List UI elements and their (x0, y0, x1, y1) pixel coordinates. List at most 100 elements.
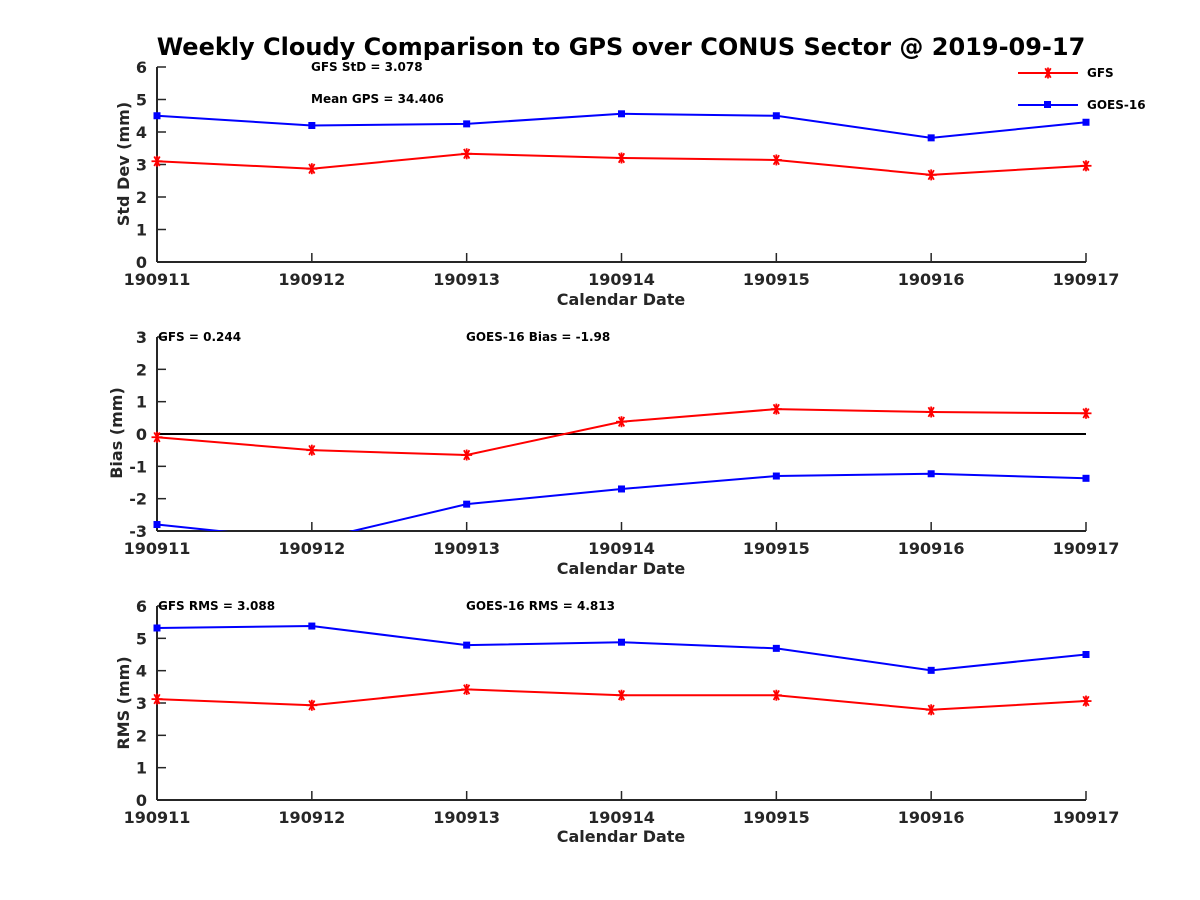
rms-x-tick-label: 190912 (278, 808, 345, 827)
rms-x-tick-label: 190916 (898, 808, 965, 827)
rms-y-tick-label: 0 (136, 791, 147, 810)
bias-x-tick-label: 190917 (1053, 539, 1120, 558)
stddev-gfs-point (151, 155, 163, 167)
stddev-x-tick-label: 190912 (278, 270, 345, 289)
stddev-x-tick-label: 190914 (588, 270, 655, 289)
rms-gfs-point (461, 683, 473, 695)
rms-panel: 0 1 2 3 4 5 6 190911 190912 190913 190914 190915 190… (114, 597, 1119, 846)
goes-rms-annotation: GOES-16 RMS = 4.813 (466, 599, 615, 613)
rms-goes-point (927, 666, 935, 674)
bias-panel: -3 -2 -1 0 1 2 3 190911 190912 190913 190914 190915… (107, 328, 1119, 578)
gfs-bias-annotation: GFS = 0.244 (158, 330, 241, 344)
bias-y-tick-label: 0 (136, 425, 147, 444)
stddev-goes-point (772, 112, 780, 120)
stddev-y-tick-label: 5 (136, 91, 147, 110)
rms-goes-line (156, 625, 1087, 672)
bias-gfs-point (925, 406, 937, 418)
stddev-gfs-point (925, 169, 937, 181)
bias-goes-point (618, 485, 625, 493)
bias-x-tick-label: 190911 (124, 539, 191, 558)
stddev-y-tick-label: 0 (136, 253, 147, 272)
rms-gfs-point (925, 704, 937, 716)
bias-goes-point (463, 500, 471, 508)
stddev-gfs-point (770, 154, 782, 166)
legend: GFS GOES-16 (1018, 66, 1146, 112)
stddev-y-tick-label: 4 (136, 123, 147, 142)
rms-x-tick-label: 190917 (1053, 808, 1120, 827)
rms-x-tick-label: 190915 (743, 808, 810, 827)
stddev-goes-point (153, 112, 161, 120)
rms-x-tick-label: 190911 (124, 808, 191, 827)
rms-goes-point (463, 641, 471, 649)
stddev-goes-point (308, 122, 316, 129)
mean-gps-annotation: Mean GPS = 34.406 (311, 92, 444, 106)
legend-gfs-marker (1042, 67, 1054, 79)
stddev-goes-point (463, 120, 471, 128)
bias-gfs-point (461, 449, 473, 461)
bias-goes-point (1082, 474, 1090, 482)
rms-y-tick-label: 6 (136, 597, 147, 616)
legend-gfs-asterisk (1042, 67, 1054, 79)
bias-y-tick-label: -1 (129, 457, 147, 476)
rms-gfs-point (770, 689, 782, 701)
rms-gfs-point (306, 699, 318, 711)
stddev-x-tick-label: 190917 (1053, 270, 1120, 289)
bias-y-tick-label: 1 (136, 393, 147, 412)
stddev-x-tick-label: 190913 (433, 270, 500, 289)
bias-x-tick-label: 190914 (588, 539, 655, 558)
stddev-x-tick-label: 190911 (124, 270, 191, 289)
rms-goes-point (772, 644, 780, 652)
rms-x-tick-label: 190913 (433, 808, 500, 827)
bias-goes-point (772, 472, 780, 480)
bias-y-tick-label: -2 (129, 490, 147, 509)
stddev-plot-area: 0 1 2 3 4 5 6 190911 190912 190913 190914 190915 190… (124, 58, 1120, 289)
legend-goes-marker (1044, 101, 1051, 108)
stddev-x-tick-label: 190915 (743, 270, 810, 289)
bias-series-group (151, 403, 1092, 531)
bias-gfs-point (770, 403, 782, 415)
stddev-gfs-point (616, 152, 627, 164)
rms-x-tick-label: 190914 (588, 808, 655, 827)
stddev-y-tick-label: 6 (136, 58, 147, 77)
bias-goes-point (153, 521, 161, 529)
legend-goes-label: GOES-16 (1087, 98, 1146, 112)
bias-goes-point (927, 470, 935, 478)
stddev-series-group (151, 110, 1092, 181)
rms-goes-point (1082, 651, 1090, 658)
rms-y-tick-label: 4 (136, 662, 147, 681)
stddev-goes-line (156, 112, 1087, 139)
rms-plot-area: 0 1 2 3 4 5 6 190911 190912 190913 190914 190915 190… (124, 597, 1120, 827)
bias-x-tick-label: 190912 (278, 539, 345, 558)
stddev-gfs-point (1080, 160, 1092, 172)
bias-x-tick-label: 190915 (743, 539, 810, 558)
stddev-goes-point (618, 110, 625, 118)
bias-y-axis-label: Bias (mm) (107, 387, 126, 479)
stddev-goes-point (1082, 118, 1090, 126)
rms-goes-point (308, 622, 316, 630)
stddev-x-tick-label: 190916 (898, 270, 965, 289)
bias-gfs-line (156, 408, 1087, 457)
rms-y-tick-label: 1 (136, 759, 147, 778)
bias-y-tick-label: 2 (136, 360, 147, 379)
rms-y-axis-label: RMS (mm) (114, 656, 133, 749)
bias-gfs-point (616, 416, 627, 428)
rms-y-tick-label: 3 (136, 694, 147, 713)
bias-x-axis-label: Calendar Date (557, 559, 686, 578)
rms-gfs-point (151, 693, 163, 705)
stddev-gfs-point (461, 148, 473, 160)
bias-y-tick-label: -3 (129, 522, 147, 541)
gfs-std-annotation: GFS StD = 3.078 (311, 60, 423, 74)
rms-gfs-point (616, 689, 627, 701)
stddev-gfs-point (306, 163, 318, 175)
rms-x-axis-label: Calendar Date (557, 827, 686, 846)
rms-goes-point (618, 638, 625, 646)
bias-y-tick-label: 3 (136, 328, 147, 347)
stddev-y-tick-label: 2 (136, 188, 147, 207)
rms-series-group (151, 622, 1092, 716)
bias-plot-area: -3 -2 -1 0 1 2 3 190911 190912 190913 190914 190915… (124, 328, 1120, 558)
goes-bias-annotation: GOES-16 Bias = -1.98 (466, 330, 610, 344)
stddev-panel: 0 1 2 3 4 5 6 190911 190912 190913 190914 190915 190… (114, 58, 1119, 309)
bias-gfs-point (151, 431, 163, 443)
rms-y-tick-label: 5 (136, 629, 147, 648)
